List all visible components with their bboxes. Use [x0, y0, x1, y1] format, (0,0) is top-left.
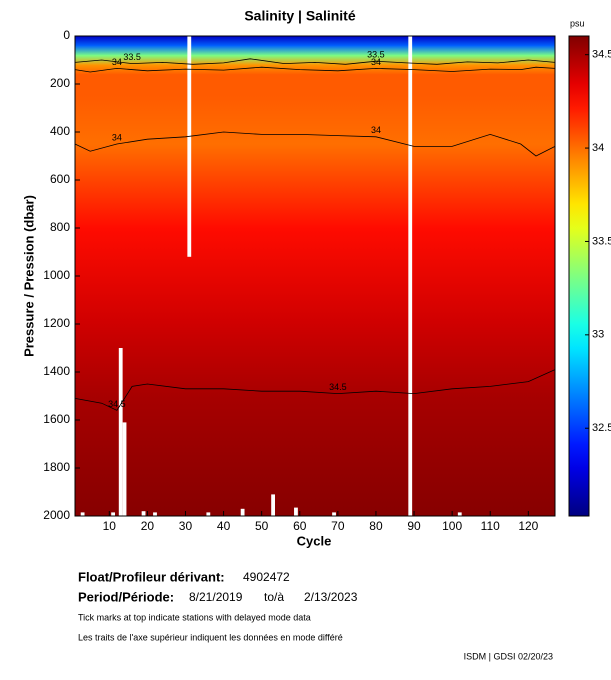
salinity-layer [75, 55, 555, 66]
data-gap [271, 494, 275, 516]
colorbar-tick-label: 32.5 [592, 422, 611, 434]
period-to: to/à [264, 590, 284, 604]
data-gap [332, 512, 336, 516]
y-tick-label: 1200 [43, 316, 70, 330]
contour-label: 34.5 [108, 399, 126, 409]
colorbar-tick-label: 33 [592, 329, 604, 341]
colorbar-tick-label: 34.5 [592, 49, 611, 61]
y-tick-label: 1600 [43, 412, 70, 426]
y-tick-label: 600 [50, 172, 70, 186]
y-tick-label: 800 [50, 220, 70, 234]
y-tick-label: 1400 [43, 364, 70, 378]
salinity-layer [75, 468, 555, 517]
x-tick-label: 90 [407, 519, 421, 533]
contour-label: 33.5 [123, 52, 141, 62]
credit: ISDM | GDSI 02/20/23 [464, 651, 553, 661]
data-gap [141, 511, 146, 516]
x-tick-label: 70 [331, 519, 345, 533]
data-gap [118, 348, 123, 516]
contour-line [74, 66, 556, 73]
x-tick-label: 80 [369, 519, 383, 533]
data-gap [408, 36, 413, 516]
contour-label: 34 [112, 57, 122, 67]
period-start: 8/21/2019 [189, 590, 243, 604]
float-label: Float/Profileur dérivant: [78, 569, 225, 584]
data-gap [80, 512, 85, 516]
x-tick-label: 110 [481, 519, 500, 533]
salinity-layer [75, 144, 555, 229]
colorbar-tick-label: 34 [592, 142, 604, 154]
x-tick-label: 20 [141, 519, 155, 533]
y-tick-label: 1800 [43, 460, 70, 474]
x-tick-label: 30 [179, 519, 193, 533]
data-gap [153, 512, 157, 516]
data-gap [206, 512, 211, 516]
x-tick-label: 40 [217, 519, 231, 533]
salinity-layer [75, 74, 555, 97]
data-gap [187, 36, 192, 257]
salinity-layer [75, 45, 555, 56]
y-tick-label: 400 [50, 124, 70, 138]
period-end: 2/13/2023 [304, 590, 358, 604]
salinity-layer [75, 324, 555, 397]
data-gap [111, 512, 115, 516]
colorbar [568, 35, 590, 517]
note-fr: Les traits de l'axe supérieur indiquent … [78, 632, 343, 642]
note-en: Tick marks at top indicate stations with… [78, 612, 311, 622]
x-tick-label: 100 [442, 519, 462, 533]
colorbar-label: psu [570, 18, 585, 28]
x-tick-label: 120 [518, 519, 538, 533]
contour-label: 34 [371, 57, 381, 67]
salinity-layer [75, 36, 555, 47]
y-tick-label: 200 [50, 76, 70, 90]
contour-line [74, 131, 556, 157]
contour-label: 34 [112, 132, 122, 142]
salinity-layer [75, 228, 555, 325]
x-tick-label: 10 [103, 519, 117, 533]
contour-line [74, 58, 556, 65]
x-axis-label: Cycle [297, 533, 332, 548]
data-gap [240, 508, 245, 516]
data-gap [294, 507, 298, 516]
contour-label: 34.5 [329, 382, 347, 392]
contour-label: 34 [371, 125, 381, 135]
y-tick-label: 1000 [43, 268, 70, 282]
contour-label: 33.5 [367, 50, 385, 60]
period-label: Period/Période: [78, 589, 174, 604]
contour-line [74, 369, 556, 411]
salinity-layer [75, 396, 555, 469]
float-id: 4902472 [243, 570, 290, 584]
chart-title: Salinity | Salinité [244, 8, 355, 24]
data-gap [122, 422, 127, 516]
y-tick-label: 0 [63, 28, 70, 42]
salinity-layer [75, 96, 555, 145]
x-tick-label: 60 [293, 519, 307, 533]
y-axis-label: Pressure / Pression (dbar) [21, 195, 36, 357]
colorbar-tick-label: 33.5 [592, 235, 611, 247]
x-tick-label: 50 [255, 519, 269, 533]
data-gap [457, 512, 462, 516]
y-tick-label: 2000 [43, 508, 70, 522]
